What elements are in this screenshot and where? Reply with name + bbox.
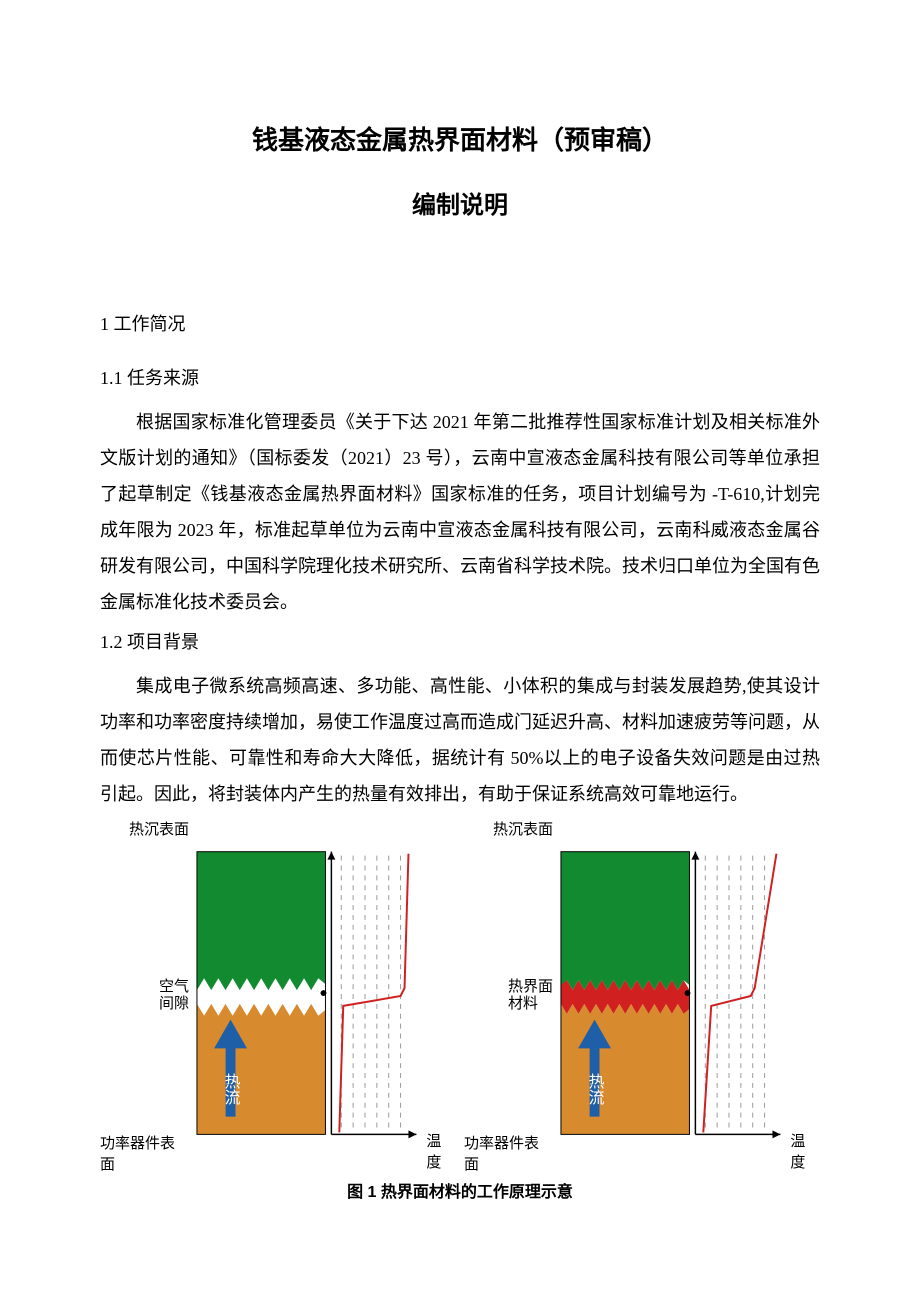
label-airgap-2: 间隙: [159, 996, 189, 1013]
figure-right-labels: 热沉表面 热界面 材料 功率器件表面: [464, 818, 553, 1174]
label-device-right: 功率器件表面: [464, 1132, 553, 1174]
label-tim-2: 材料: [508, 996, 553, 1013]
label-tim: 热界面 材料: [508, 979, 553, 1012]
figure-left-labels: 热沉表面 空气 间隙 功率器件表面: [100, 818, 189, 1174]
diagram-left: 热流: [193, 846, 420, 1146]
doc-title: 钱基液态金属热界面材料（预审稿）: [100, 120, 820, 157]
label-airgap: 空气 间隙: [159, 979, 189, 1012]
label-airgap-1: 空气: [159, 979, 189, 996]
figure-1: 热沉表面 空气 间隙 功率器件表面 热流 温度 热沉表面 热界面 材料: [100, 818, 820, 1202]
label-tim-1: 热界面: [508, 979, 553, 996]
heading-1: 1 工作简况: [100, 310, 820, 336]
doc-subtitle: 编制说明: [100, 185, 820, 220]
para-1-2: 集成电子微系统高频高速、多功能、高性能、小体积的集成与封装发展趋势,使其设计功率…: [100, 668, 820, 812]
para-1-1: 根据国家标准化管理委员《关于下达 2021 年第二批推荐性国家标准计划及相关标准…: [100, 404, 820, 620]
diagram-right: 热流: [557, 846, 784, 1146]
label-temp-right: 温度: [790, 1130, 820, 1172]
document-page: 钱基液态金属热界面材料（预审稿） 编制说明 1 工作简况 1.1 任务来源 根据…: [0, 0, 920, 1262]
figure-right-group: 热沉表面 热界面 材料 功率器件表面 热流 温度: [464, 818, 820, 1174]
figure-caption: 图 1 热界面材料的工作原理示意: [100, 1178, 820, 1202]
svg-text:热流: 热流: [586, 1073, 604, 1106]
heading-1-2: 1.2 项目背景: [100, 628, 820, 654]
label-device-left: 功率器件表面: [100, 1132, 189, 1174]
svg-text:热流: 热流: [222, 1073, 240, 1106]
heading-1-1: 1.1 任务来源: [100, 364, 820, 390]
label-heatsink-left: 热沉表面: [129, 818, 189, 839]
figure-left-group: 热沉表面 空气 间隙 功率器件表面 热流 温度: [100, 818, 456, 1174]
label-temp-left: 温度: [426, 1130, 456, 1172]
label-heatsink-right: 热沉表面: [493, 818, 553, 839]
